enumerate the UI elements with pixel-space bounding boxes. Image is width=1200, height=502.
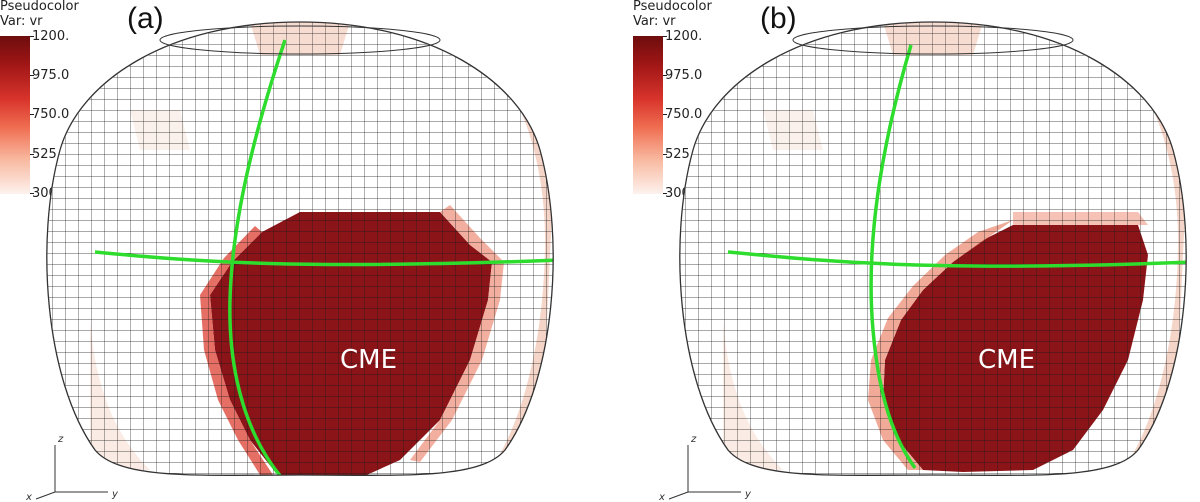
colorbar-tickmark: [663, 154, 667, 155]
colorbar: [0, 36, 30, 194]
panel-label: (b): [760, 2, 797, 35]
colorbar-tickmark: [663, 193, 667, 194]
colorbar-tickmark: [30, 36, 34, 37]
colorbar-tick-label: 750.0: [665, 107, 703, 122]
colorbar-tick-label: 1200.: [665, 29, 703, 44]
x-axis: [35, 491, 56, 500]
cme-label: CME: [978, 345, 1035, 375]
colorbar-tickmark: [663, 75, 667, 76]
colorbar: [633, 36, 663, 194]
z-axis-label: z: [57, 434, 64, 445]
colorbar-tickmark: [663, 36, 667, 37]
colorbar-tick-label: 975.0: [665, 68, 703, 83]
colorbar-tick-label: 1200.: [32, 29, 70, 44]
legend-var: Var: vr: [0, 14, 43, 29]
legend-title: Pseudocolor: [0, 0, 79, 14]
panel-a: Pseudocolor Var: vr 1200. 975.0 750.0 52…: [0, 0, 554, 502]
sphere-plot: CME z y x: [25, 21, 554, 502]
y-axis-label: y: [744, 489, 752, 500]
legend-title: Pseudocolor: [633, 0, 712, 14]
colorbar-tickmark: [30, 154, 34, 155]
colorbar-tickmark: [30, 75, 34, 76]
colorbar-tickmark: [663, 114, 667, 115]
sphere-plot: CME z y x: [658, 21, 1187, 502]
x-axis-label: x: [25, 492, 32, 502]
panel-b: Pseudocolor Var: vr 1200. 975.0 750.0 52…: [633, 0, 1200, 502]
z-axis-label: z: [690, 434, 697, 445]
colorbar-tickmark: [30, 193, 34, 194]
colorbar-tick-label: 975.0: [32, 68, 70, 83]
cme-label: CME: [340, 345, 397, 375]
legend-var: Var: vr: [633, 14, 676, 29]
colorbar-tick-label: 750.0: [32, 107, 70, 122]
y-axis-label: y: [111, 489, 119, 500]
x-axis: [668, 491, 689, 500]
x-axis-label: x: [658, 492, 665, 502]
colorbar-tickmark: [30, 114, 34, 115]
panel-label: (a): [127, 2, 164, 35]
